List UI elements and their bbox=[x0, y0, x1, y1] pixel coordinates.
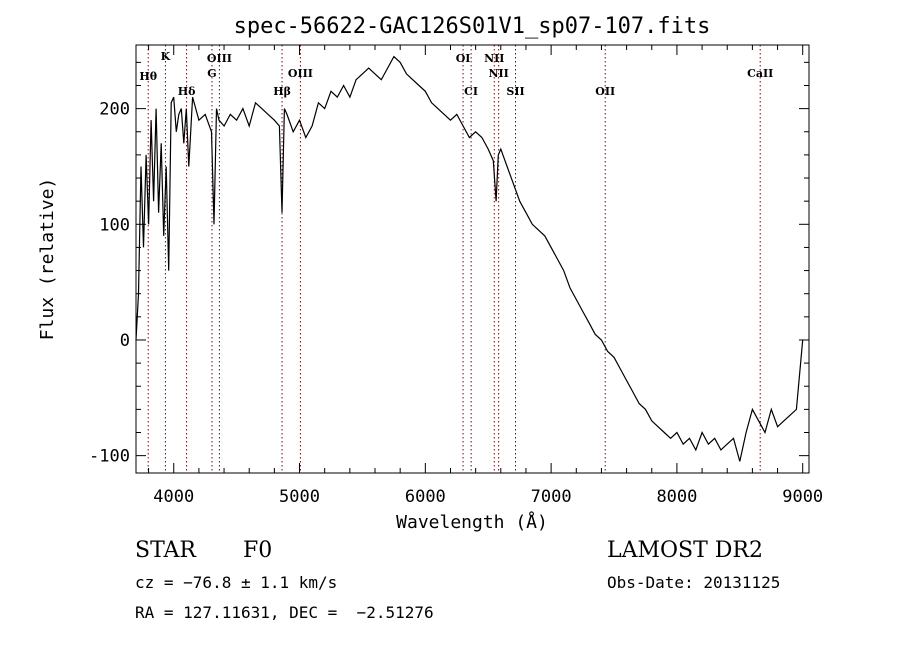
marker-label: K bbox=[161, 50, 171, 63]
x-tick-label: 9000 bbox=[782, 487, 823, 507]
marker-label: CaII bbox=[747, 67, 773, 80]
x-tick-label: 5000 bbox=[279, 487, 320, 507]
marker-label: Hδ bbox=[178, 85, 196, 98]
survey-name: LAMOST DR2 bbox=[607, 538, 763, 563]
marker-label: Hθ bbox=[139, 70, 157, 83]
marker-label: OI bbox=[456, 52, 471, 65]
marker-label: G bbox=[207, 67, 216, 80]
object-type: STAR bbox=[135, 538, 196, 563]
marker-label: NII bbox=[488, 67, 508, 80]
flux-series bbox=[135, 55, 804, 462]
marker-label: OIII bbox=[288, 67, 313, 80]
y-tick-label: 100 bbox=[99, 215, 130, 235]
marker-label: CI bbox=[464, 85, 478, 98]
object-subclass: F0 bbox=[243, 538, 273, 563]
x-tick-label: 4000 bbox=[153, 487, 194, 507]
chart-title: spec-56622-GAC126S01V1_sp07-107.fits bbox=[234, 14, 711, 39]
y-tick-label: 200 bbox=[99, 100, 130, 120]
flux-line bbox=[135, 55, 804, 462]
marker-label: NII bbox=[484, 52, 504, 65]
plot-frame bbox=[135, 44, 810, 474]
x-tick-label: 7000 bbox=[531, 487, 572, 507]
marker-label: OII bbox=[595, 85, 615, 98]
y-tick-label: -100 bbox=[89, 447, 130, 467]
observation-date: Obs-Date: 20131125 bbox=[607, 573, 781, 592]
x-axis-label: Wavelength (Å) bbox=[396, 511, 548, 533]
x-tick-label: 8000 bbox=[656, 487, 697, 507]
coordinates-readout: RA = 127.11631, DEC = −2.51276 bbox=[135, 603, 434, 622]
marker-label: SII bbox=[506, 85, 524, 98]
y-axis-label: Flux (relative) bbox=[37, 178, 58, 341]
spectral-line-markers bbox=[147, 45, 761, 473]
axis-ticks: 4000 5000 6000 7000 8000 9000 -100 0 100 200 bbox=[89, 45, 823, 507]
y-tick-label: 0 bbox=[120, 331, 130, 351]
spectral-line-labels: Hθ K Hδ G OIII Hβ OIII OI CI NII NII SII OII CaII bbox=[139, 50, 773, 98]
marker-label: OIII bbox=[207, 52, 232, 65]
marker-label: Hβ bbox=[273, 85, 291, 98]
x-tick-label: 6000 bbox=[405, 487, 446, 507]
redshift-readout: cz = −76.8 ± 1.1 km/s bbox=[135, 573, 338, 592]
